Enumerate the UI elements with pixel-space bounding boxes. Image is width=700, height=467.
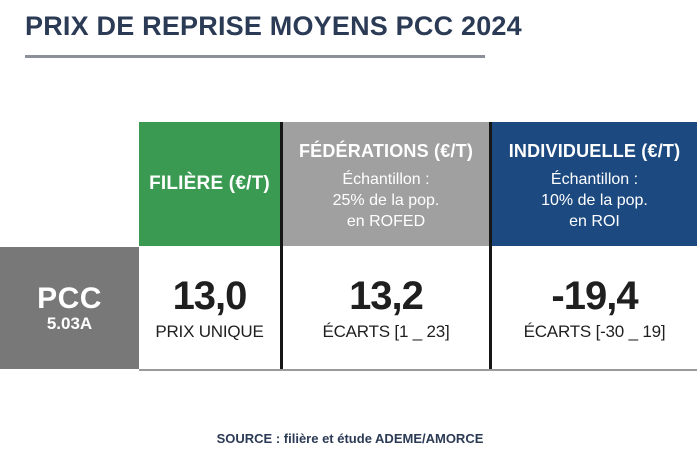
column-header-filiere: FILIÈRE (€/T) (139, 122, 280, 246)
value-cell-filiere: 13,0 PRIX UNIQUE (139, 246, 280, 369)
column-label-federations: FÉDÉRATIONS (€/T) (298, 141, 474, 161)
row-header-label: PCC (37, 281, 102, 315)
subtitle-line: Échantillon : (342, 171, 430, 188)
column-header-individuelle: INDIVIDUELLE (€/T) Échantillon : 10% de … (492, 122, 697, 246)
value-cell-individuelle: -19,4 ÉCARTS [-30 _ 19] (492, 246, 697, 369)
column-label-filiere: FILIÈRE (€/T) (149, 173, 270, 194)
row-header-pcc: PCC 5.03A (0, 247, 139, 369)
column-label-individuelle: INDIVIDUELLE (€/T) (508, 141, 681, 161)
value-cell-federations: 13,2 ÉCARTS [1 _ 23] (283, 246, 489, 369)
value-note-filiere: PRIX UNIQUE (155, 321, 264, 341)
value-note-federations: ÉCARTS [1 _ 23] (322, 321, 450, 341)
column-divider (280, 122, 283, 369)
page-title: PRIX DE REPRISE MOYENS PCC 2024 (25, 11, 522, 41)
value-note-individuelle: ÉCARTS [-30 _ 19] (523, 321, 666, 341)
subtitle-line: 25% de la pop. (332, 192, 440, 209)
column-header-federations: FÉDÉRATIONS (€/T) Échantillon : 25% de l… (283, 122, 489, 246)
value-individuelle: -19,4 (551, 273, 638, 318)
column-subtitle-federations: Échantillon : 25% de la pop. en ROFED (283, 169, 489, 232)
subtitle-line: Échantillon : (550, 171, 639, 188)
value-federations: 13,2 (349, 273, 424, 318)
subtitle-line: 10% de la pop. (541, 192, 648, 209)
subtitle-line: en ROI (569, 213, 620, 230)
title-underline (25, 55, 485, 58)
value-filiere: 13,0 (172, 273, 248, 318)
subtitle-line: en ROFED (346, 213, 426, 230)
source-caption: SOURCE : filière et étude ADEME/AMORCE (216, 431, 484, 446)
table-bottom-border (139, 369, 697, 371)
column-divider (489, 122, 492, 369)
column-subtitle-individuelle: Échantillon : 10% de la pop. en ROI (492, 169, 697, 232)
row-header-sublabel: 5.03A (46, 313, 93, 333)
